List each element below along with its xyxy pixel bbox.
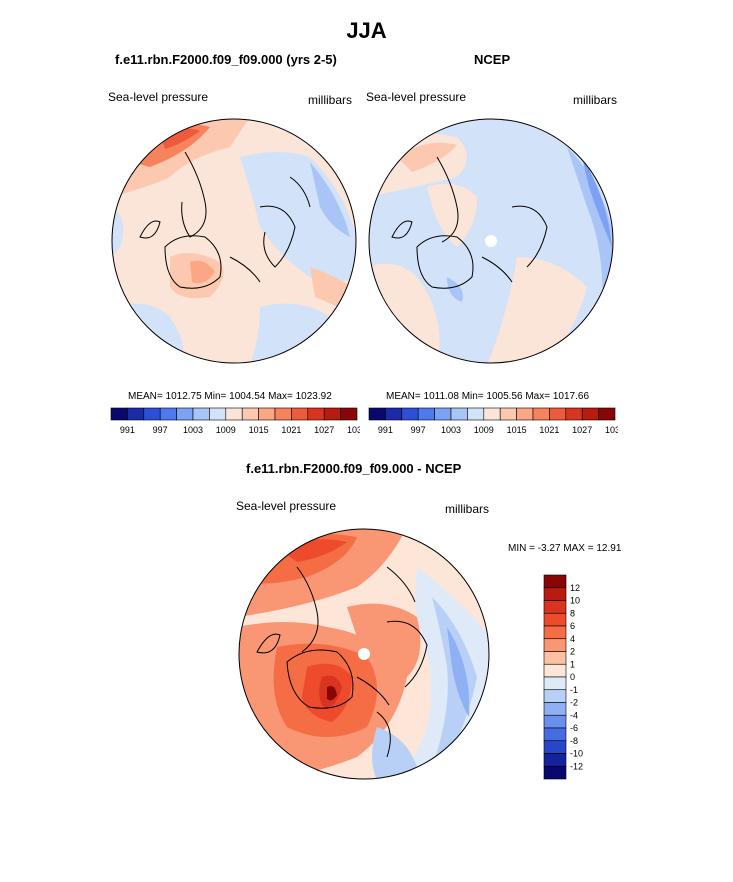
panel3-colorbar-swatch <box>543 689 567 703</box>
panel1-colorbar-label: 991 <box>120 425 135 435</box>
panel2-colorbar-label: 997 <box>411 425 426 435</box>
panel2-colorbar-swatch <box>483 407 501 421</box>
panel1-colorbar-label: 1009 <box>216 425 236 435</box>
panel3-colorbar-swatch <box>543 714 567 729</box>
panel3-polar-map <box>238 528 490 780</box>
panel1-colorbar-swatch <box>127 407 145 421</box>
panel2-colorbar-swatch <box>565 407 583 421</box>
panel3-colorbar-label: 4 <box>570 634 575 644</box>
panel2-colorbar-swatch <box>385 407 403 421</box>
panel2-colorbar-swatch <box>516 407 534 421</box>
panel3-colorbar-label: -10 <box>570 749 583 759</box>
panel3-colorbar-label: -4 <box>570 710 578 720</box>
main-title: JJA <box>346 18 387 43</box>
panel3-colorbar-label: -8 <box>570 736 578 746</box>
panel3-colorbar-swatch <box>543 702 567 716</box>
panel2-colorbar-swatch <box>417 407 435 421</box>
panel2-colorbar-swatch <box>401 407 419 421</box>
panel3-colorbar-label: -6 <box>570 723 578 733</box>
panel1-colorbar-swatch <box>159 407 177 421</box>
panel1-colorbar-label: 1033 <box>347 425 360 435</box>
panel1-colorbar-label: 997 <box>153 425 168 435</box>
panel3-colorbar-swatch <box>543 727 567 742</box>
panel2-colorbar-swatch <box>532 407 550 421</box>
panel2-stats: MEAN= 1011.08 Min= 1005.56 Max= 1017.66 <box>386 391 590 402</box>
panel3-colorbar-swatch <box>543 676 567 691</box>
panel3-colorbar-label: -12 <box>570 761 583 771</box>
panel2-colorbar-swatch <box>581 407 599 421</box>
panel2-colorbar-label: 1003 <box>441 425 461 435</box>
panel1-colorbar-label: 1003 <box>183 425 203 435</box>
panel2-colorbar: 991 997 1003 1009 1015 1021 1027 1033 <box>368 407 618 435</box>
panel2-units-label: millibars <box>573 93 618 107</box>
panel1-title: f.e11.rbn.F2000.f09_f09.000 (yrs 2-5) <box>115 52 337 67</box>
panel2-colorbar-swatch <box>499 407 517 421</box>
panel3-colorbar-swatch <box>543 753 567 767</box>
panel1-variable-label: Sea-level pressure <box>108 90 209 104</box>
panel1-colorbar-swatch <box>274 407 292 421</box>
panel3-colorbar-label: 6 <box>570 621 575 631</box>
panel1-colorbar-swatch <box>307 407 325 421</box>
panel1-stats: MEAN= 1012.75 Min= 1004.54 Max= 1023.92 <box>128 391 332 402</box>
panel1-colorbar-swatch <box>291 407 309 421</box>
panel2-colorbar-swatch <box>434 407 452 421</box>
panel3-colorbar-swatch <box>543 765 567 780</box>
panel2-colorbar-swatch <box>549 407 567 421</box>
panel2-title: NCEP <box>474 52 511 67</box>
panel2-colorbar-label: 991 <box>378 425 393 435</box>
panel2-colorbar-swatch <box>450 407 468 421</box>
panel3-colorbar-label: 0 <box>570 672 575 682</box>
panel1-units-label: millibars <box>308 93 353 107</box>
panel3-colorbar-swatch <box>543 638 567 652</box>
panel3-colorbar-swatch <box>543 663 567 678</box>
panel3-colorbar-swatch <box>543 651 567 665</box>
panel3-colorbar-swatch <box>543 740 567 754</box>
panel2-colorbar-label: 1033 <box>605 425 618 435</box>
panel1-colorbar-label: 1015 <box>249 425 269 435</box>
panel2-colorbar-label: 1009 <box>474 425 494 435</box>
panel2-colorbar-label: 1015 <box>507 425 527 435</box>
panel3-min-max: MIN = -3.27 MAX = 12.91 <box>508 543 622 554</box>
panel1-polar-map <box>111 118 357 364</box>
panel3-units-label: millibars <box>445 502 490 516</box>
panel1-colorbar-swatch <box>323 407 341 421</box>
panel2-colorbar-swatch <box>368 407 386 421</box>
panel1-colorbar-swatch <box>225 407 243 421</box>
panel2-polar-map <box>368 118 614 364</box>
panel3-colorbar-label: 12 <box>570 583 580 593</box>
panel3-title: f.e11.rbn.F2000.f09_f09.000 - NCEP <box>246 461 462 476</box>
panel1-colorbar: 991 997 1003 1009 1015 1021 1027 1033 <box>110 407 360 435</box>
panel2-colorbar-label: 1027 <box>572 425 592 435</box>
panel3-colorbar-label: 1 <box>570 659 575 669</box>
panel3-colorbar-swatch <box>543 625 567 640</box>
panel1-colorbar-swatch <box>192 407 210 421</box>
panel3-colorbar-label: 8 <box>570 608 575 618</box>
panel3-colorbar-label: 10 <box>570 596 580 606</box>
panel3-colorbar-swatch <box>543 600 567 614</box>
panel3-variable-label: Sea-level pressure <box>236 499 337 513</box>
panel1-colorbar-label: 1021 <box>281 425 301 435</box>
panel1-colorbar-swatch <box>143 407 161 421</box>
panel1-colorbar-swatch <box>258 407 276 421</box>
panel2-colorbar-swatch <box>598 407 616 421</box>
panel3-colorbar-label: -2 <box>570 698 578 708</box>
panel3-colorbar-label: 2 <box>570 647 575 657</box>
panel1-colorbar-label: 1027 <box>314 425 334 435</box>
panel1-colorbar-swatch <box>110 407 128 421</box>
panel3-colorbar-label: -1 <box>570 685 578 695</box>
panel1-colorbar-swatch <box>340 407 358 421</box>
panel2-colorbar-swatch <box>467 407 485 421</box>
panel1-colorbar-swatch <box>176 407 194 421</box>
panel2-colorbar-label: 1021 <box>539 425 559 435</box>
panel2-variable-label: Sea-level pressure <box>366 90 467 104</box>
panel3-colorbar-swatch <box>543 612 567 627</box>
panel1-colorbar-swatch <box>209 407 227 421</box>
panel3-colorbar-swatch <box>543 574 567 589</box>
panel1-colorbar-swatch <box>241 407 259 421</box>
panel3-colorbar-swatch <box>543 587 567 601</box>
